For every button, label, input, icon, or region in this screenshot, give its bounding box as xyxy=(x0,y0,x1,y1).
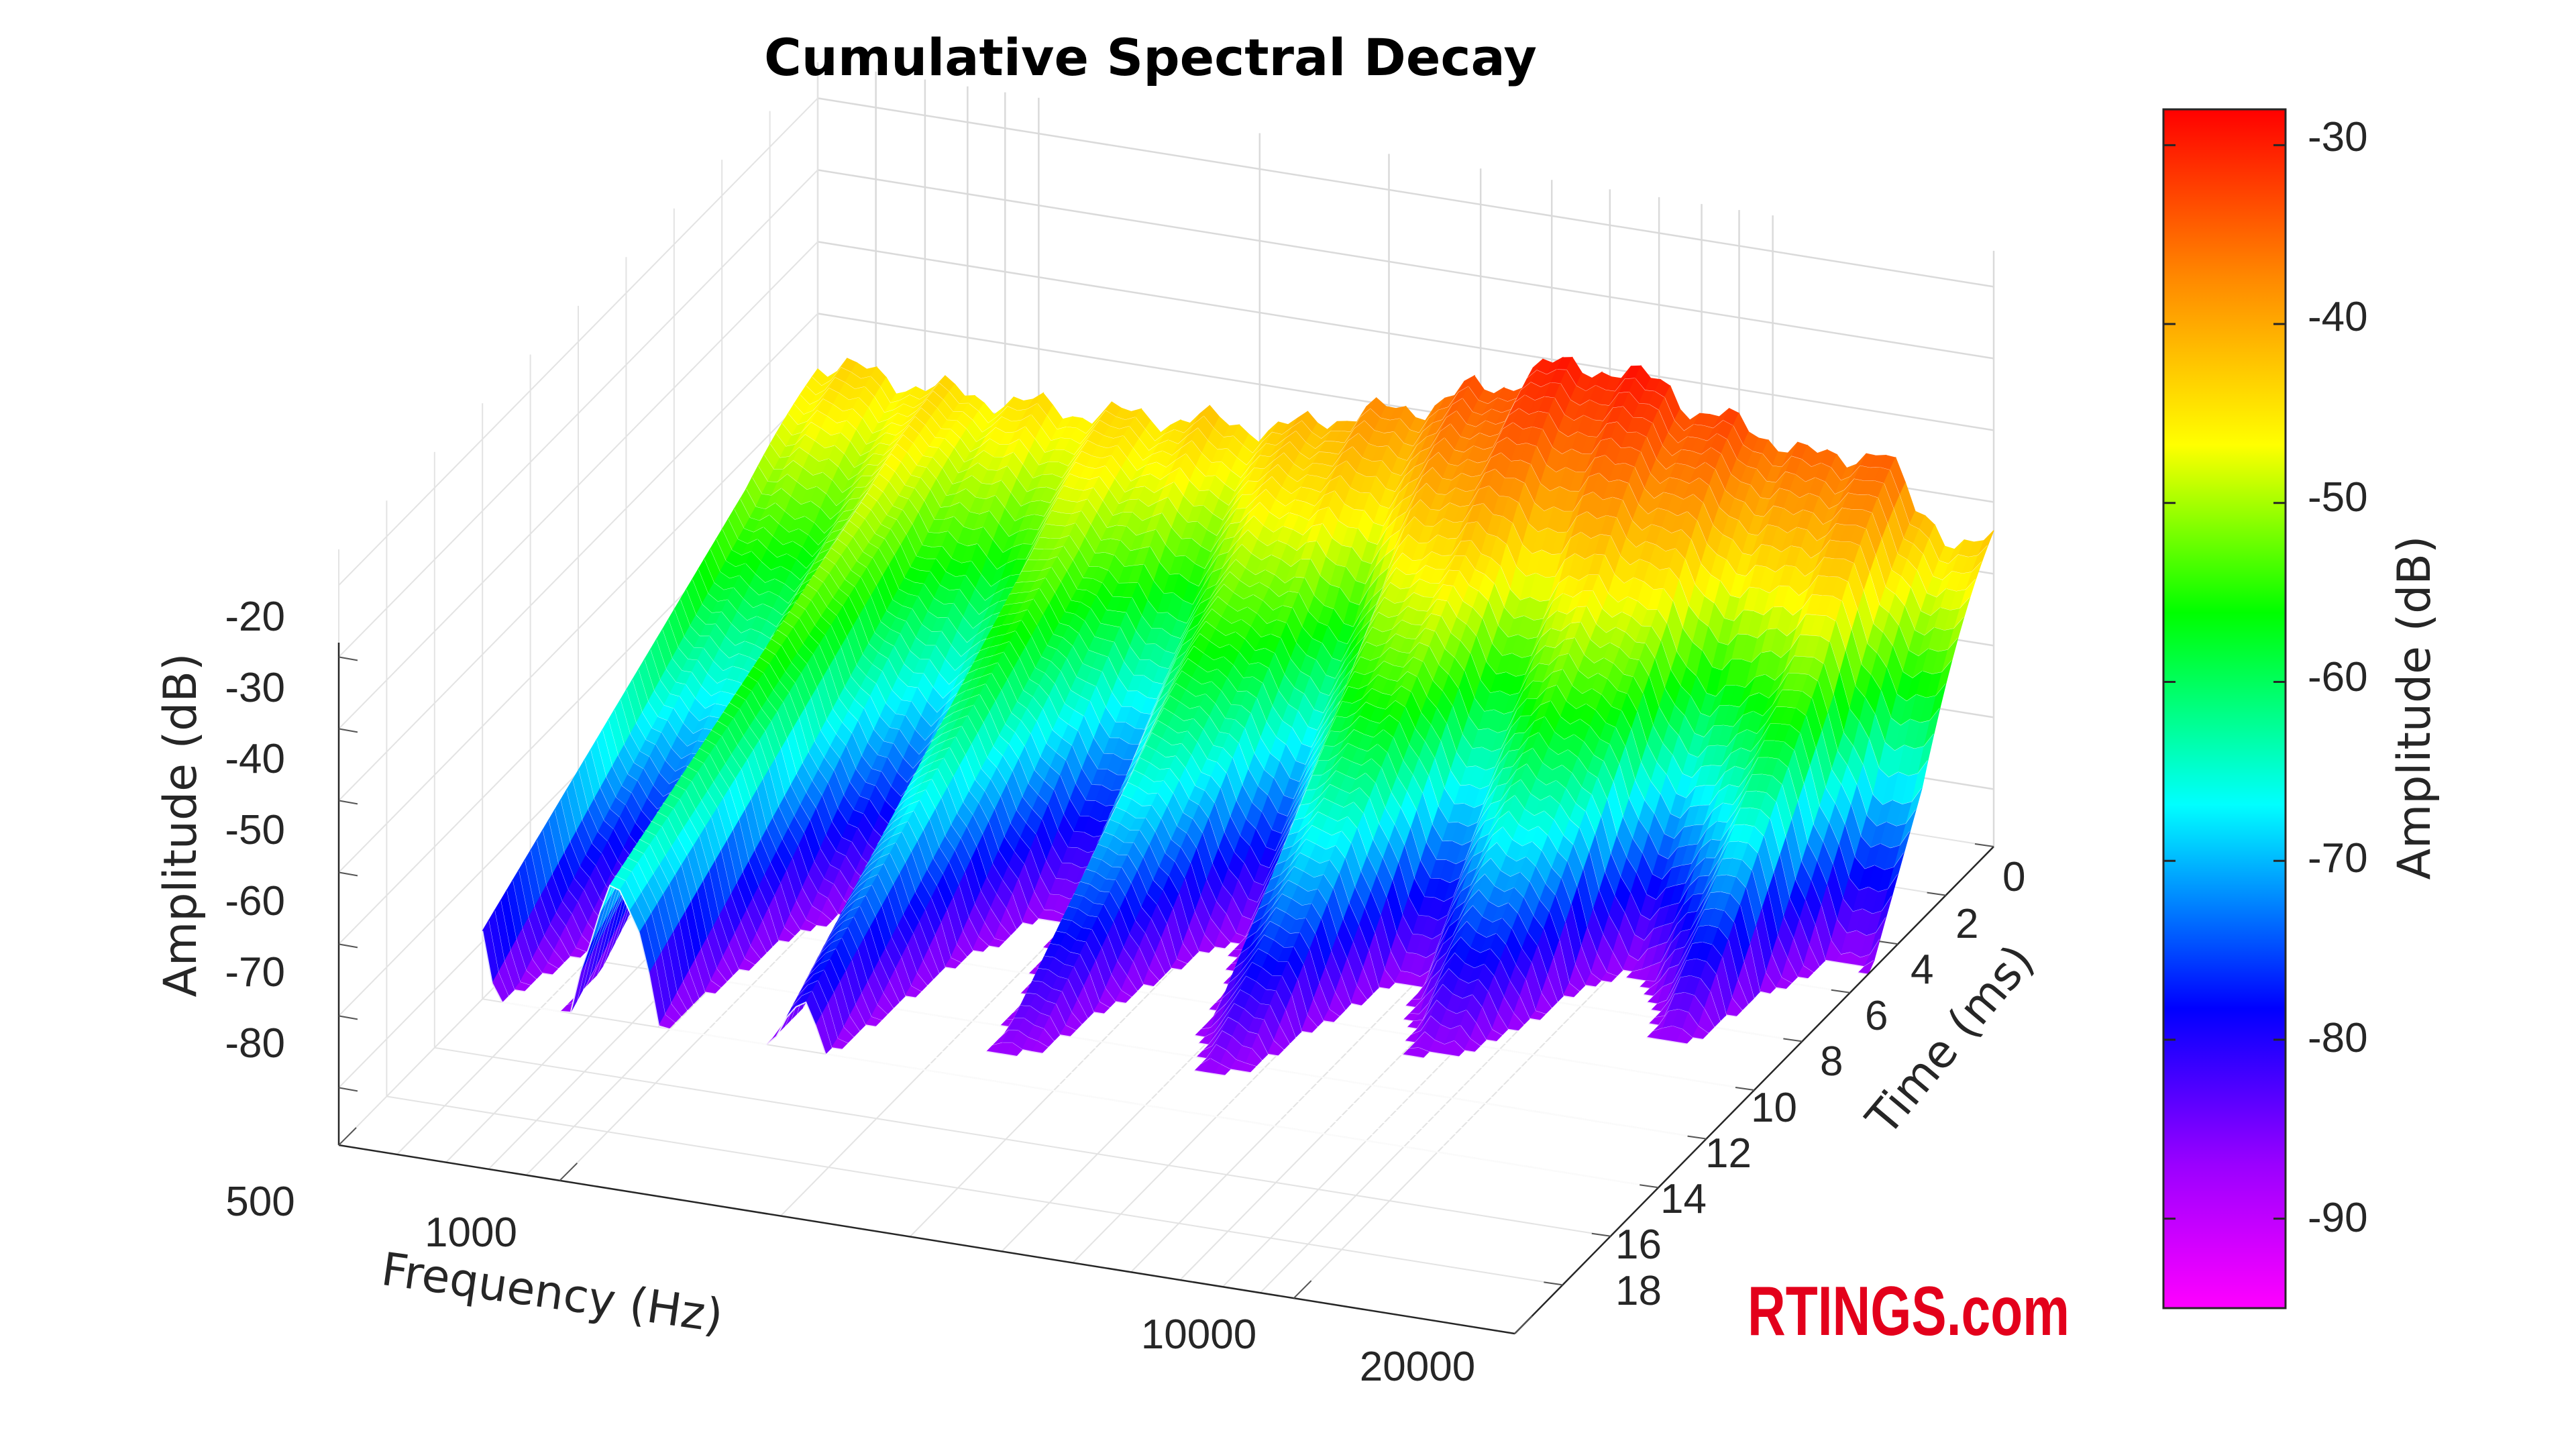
grid-line xyxy=(386,1095,1563,1286)
surface-strip xyxy=(787,398,1970,637)
z-tick-label: -80 xyxy=(225,1020,285,1067)
x-tick-label: 20000 xyxy=(1360,1344,1475,1390)
z-tick-label: -20 xyxy=(225,594,285,640)
surface-strip xyxy=(553,766,1731,1116)
y-tick-mark xyxy=(1879,941,1898,945)
surface-strip xyxy=(799,377,1982,600)
y-tick-mark xyxy=(1927,892,1946,896)
z-tick-label: -50 xyxy=(225,807,285,853)
grid-line xyxy=(338,97,818,586)
z-tick-label: -70 xyxy=(225,949,285,996)
colorbar-tick-label: -90 xyxy=(2308,1195,2368,1241)
x-tick-label: 1000 xyxy=(425,1210,517,1256)
z-tick-mark xyxy=(338,728,358,733)
colorbar-tick-label: -60 xyxy=(2308,654,2368,700)
y-tick-mark xyxy=(1591,1232,1611,1237)
z-tick-mark xyxy=(338,800,358,805)
x-tick-mark xyxy=(559,1163,578,1181)
y-tick-label: 8 xyxy=(1820,1038,1843,1085)
colorbar: -30 -40 -50 -60 -70 -80 -90 Amplitude (d… xyxy=(2162,108,2441,1309)
colorbar-tick-label: -40 xyxy=(2308,294,2368,340)
surface-strip xyxy=(775,422,1958,680)
z-tick-mark xyxy=(338,1087,358,1092)
chart-title: Cumulative Spectral Decay xyxy=(764,28,1537,87)
y-tick-label: 0 xyxy=(2002,854,2025,900)
colorbar-tick-label: -70 xyxy=(2308,835,2368,881)
grid-line xyxy=(434,1046,1611,1237)
grid-line xyxy=(817,241,1994,431)
y-tick-label: 18 xyxy=(1615,1268,1662,1314)
x-tick-mark xyxy=(338,1127,357,1146)
surface-strip xyxy=(685,566,1862,981)
decay-surface xyxy=(482,356,1994,1189)
z-axis-label: Amplitude (dB) xyxy=(154,653,207,998)
z-tick-mark xyxy=(338,656,358,661)
surface-strip xyxy=(715,521,1898,915)
x-tick-mark xyxy=(1293,1280,1312,1299)
x-tick-label: 500 xyxy=(225,1179,294,1225)
decay-contour-line xyxy=(505,848,1683,1164)
colorbar-tick-label: -80 xyxy=(2308,1015,2368,1061)
decay-contour-line xyxy=(511,839,1688,1158)
x-tick-label: 10000 xyxy=(1141,1311,1256,1358)
z-tick-mark xyxy=(338,871,358,877)
y-tick-mark xyxy=(1735,1087,1755,1091)
surface-strip xyxy=(505,839,1683,1164)
y-tick-label: 12 xyxy=(1705,1130,1752,1177)
y-tick-mark xyxy=(1544,1281,1563,1286)
z-tick-label: -60 xyxy=(225,878,285,924)
y-tick-label: 14 xyxy=(1660,1176,1707,1222)
z-tick-mark xyxy=(338,943,358,949)
surface-strip xyxy=(745,474,1929,806)
surface-strip xyxy=(793,388,1976,618)
y-tick-mark xyxy=(1831,989,1850,994)
surface-strip xyxy=(583,720,1761,1085)
x-axis-ticks: 500 1000 10000 20000 xyxy=(225,1179,1475,1390)
x-axis-label: Frequency (Hz) xyxy=(378,1243,727,1344)
surface-strip xyxy=(703,539,1886,959)
y-axis-ticks: 0 2 4 6 8 10 12 14 16 18 xyxy=(1615,854,2025,1314)
decay-contour-line xyxy=(494,866,1671,1176)
colorbar-ticks xyxy=(2163,144,2286,1220)
z-tick-label: -40 xyxy=(225,736,285,782)
decay-contour-line xyxy=(517,830,1695,1152)
colorbar-tick-label: -30 xyxy=(2308,114,2368,160)
surface-strip xyxy=(721,511,1904,894)
surface-strip xyxy=(500,848,1677,1170)
z-tick-label: -30 xyxy=(225,665,285,711)
decay-contour-line xyxy=(482,884,1659,1189)
z-tick-mark xyxy=(338,1015,358,1020)
colorbar-gradient xyxy=(2162,108,2287,1309)
grid-line xyxy=(338,384,818,873)
surface-strip xyxy=(751,464,1935,779)
decay-contour-line xyxy=(488,875,1665,1183)
surface-strip xyxy=(482,875,1659,1189)
grid-line xyxy=(338,313,818,802)
y-tick-label: 2 xyxy=(1955,901,1978,947)
y-tick-label: 6 xyxy=(1865,993,1888,1039)
y-tick-mark xyxy=(1687,1135,1707,1140)
x-axis-line xyxy=(338,1144,1515,1335)
y-tick-label: 16 xyxy=(1615,1222,1662,1268)
colorbar-tick-label: -50 xyxy=(2308,474,2368,521)
rtings-logo: RTINGS.com xyxy=(1748,1273,2070,1350)
y-tick-mark xyxy=(1783,1038,1803,1042)
decay-contour-line xyxy=(500,857,1677,1170)
y-tick-mark xyxy=(1974,843,1994,847)
z-axis-ticks: -20 -30 -40 -50 -60 -70 -80 xyxy=(225,594,285,1067)
grid-line xyxy=(817,169,1994,360)
x-tick-mark xyxy=(1514,1316,1533,1334)
grid-line xyxy=(338,241,818,730)
y-tick-mark xyxy=(1640,1184,1659,1189)
grid-line xyxy=(338,169,818,658)
axes-lines xyxy=(337,643,1994,1335)
colorbar-label: Amplitude (dB) xyxy=(2388,536,2441,880)
y-tick-label: 4 xyxy=(1911,947,1933,993)
grid-line xyxy=(817,97,1994,288)
y-tick-label: 10 xyxy=(1751,1085,1797,1131)
y-axis-label: Time (ms) xyxy=(1856,935,2045,1146)
